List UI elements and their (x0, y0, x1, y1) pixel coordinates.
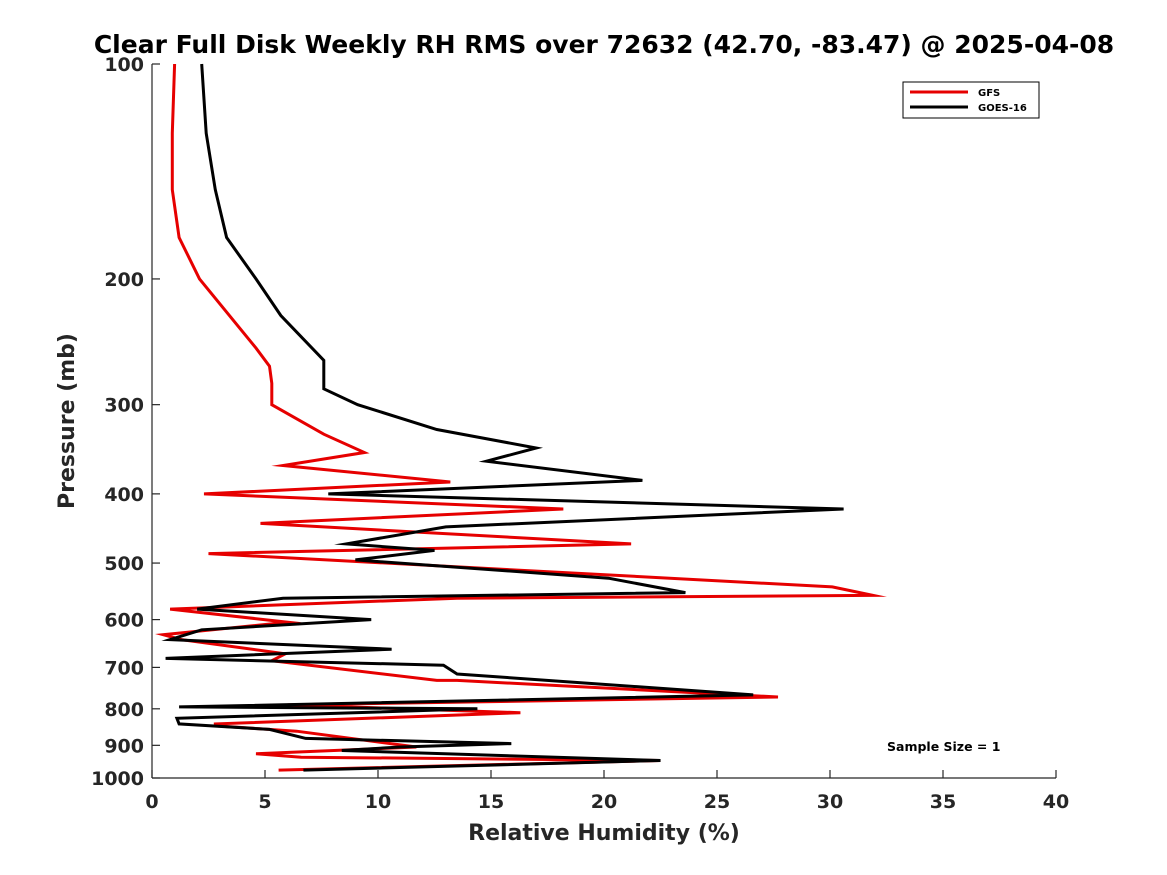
x-axis-label: Relative Humidity (%) (468, 821, 740, 846)
legend: GFS GOES-16 (902, 81, 1040, 119)
y-axis-label: Pressure (mb) (55, 333, 80, 509)
y-tick-label: 1000 (91, 768, 144, 790)
x-tick-label: 25 (704, 791, 730, 813)
y-tick-label: 800 (104, 699, 144, 721)
y-tick-label: 400 (104, 484, 144, 506)
x-axis-ticks: 0 5 10 15 20 25 30 35 40 (145, 770, 1069, 813)
x-tick-label: 40 (1043, 791, 1069, 813)
sample-size-annotation: Sample Size = 1 (887, 739, 1000, 754)
x-tick-label: 5 (258, 791, 271, 813)
x-tick-label: 35 (930, 791, 956, 813)
legend-label-goes16: GOES-16 (978, 103, 1027, 114)
x-tick-label: 10 (365, 791, 391, 813)
x-tick-label: 30 (817, 791, 843, 813)
y-tick-label: 300 (104, 395, 144, 417)
y-tick-label: 900 (104, 735, 144, 757)
x-tick-label: 20 (591, 791, 617, 813)
x-tick-label: 15 (478, 791, 504, 813)
legend-label-gfs: GFS (978, 88, 1000, 99)
series-line-goes16 (161, 63, 844, 772)
y-tick-label: 100 (104, 54, 144, 76)
y-tick-label: 500 (104, 553, 144, 575)
y-tick-label: 200 (104, 269, 144, 291)
chart-title: Clear Full Disk Weekly RH RMS over 72632… (94, 30, 1114, 59)
series-lines (155, 63, 887, 772)
y-axis-ticks: 100 200 300 400 500 600 700 800 900 1000 (91, 54, 160, 790)
y-tick-label: 600 (104, 610, 144, 632)
legend-box (902, 81, 1040, 119)
x-tick-label: 0 (145, 791, 158, 813)
y-tick-label: 700 (104, 657, 144, 679)
